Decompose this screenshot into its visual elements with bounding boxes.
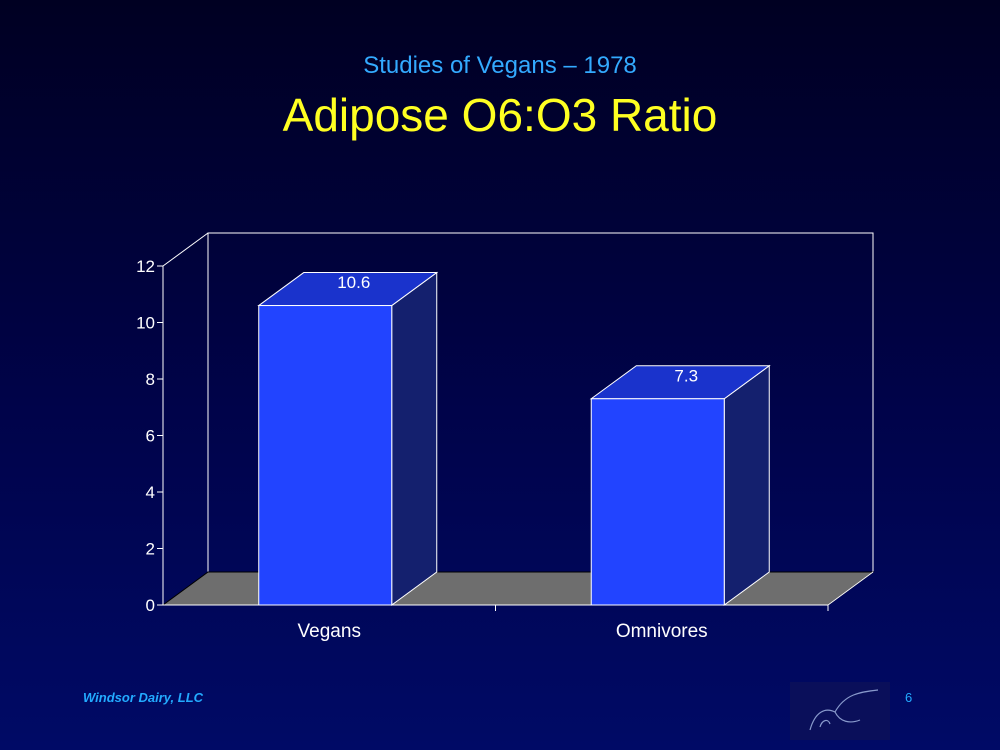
slide-subtitle: Studies of Vegans – 1978	[363, 52, 637, 79]
company-logo	[790, 682, 890, 740]
data-label: 10.6	[337, 273, 370, 292]
y-tick-label: 8	[146, 370, 155, 389]
y-tick-label: 4	[146, 483, 155, 502]
y-tick-label: 12	[136, 257, 155, 276]
y-tick-label: 2	[146, 540, 155, 559]
bar-side-face	[723, 364, 770, 606]
footer-company: Windsor Dairy, LLC	[83, 690, 204, 705]
logo-graphic	[809, 689, 879, 731]
data-label: 7.3	[674, 366, 698, 385]
bar-side-face	[391, 271, 438, 606]
bar	[258, 305, 393, 606]
y-tick-label: 6	[146, 427, 155, 446]
y-tick-label: 0	[146, 596, 155, 615]
x-tick-label: Omnivores	[616, 621, 708, 642]
x-tick-label: Vegans	[298, 621, 361, 642]
left-wall-top-edge	[162, 232, 209, 267]
bar	[590, 398, 725, 606]
floor-right-edge	[827, 571, 874, 606]
y-tick-label: 10	[136, 314, 155, 333]
slide-title: Adipose O6:O3 Ratio	[282, 89, 718, 141]
page-number: 6	[905, 690, 913, 705]
